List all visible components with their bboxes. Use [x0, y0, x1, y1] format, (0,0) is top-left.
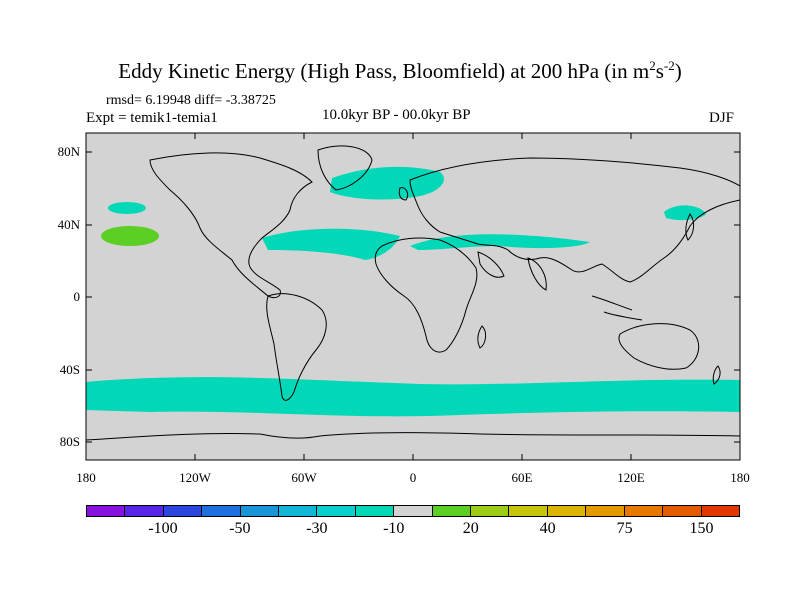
- colorbar-label: 75: [616, 520, 633, 537]
- colorbar-box: [394, 506, 433, 516]
- colorbar-box: [432, 506, 472, 516]
- colorbar-label: -100: [148, 520, 178, 537]
- colorbar-box: [163, 506, 203, 516]
- colorbar-box: [586, 506, 625, 516]
- colorbar-box: [471, 506, 510, 516]
- colorbar-label: -10: [383, 520, 405, 537]
- subtropical-atlantic-band: [262, 228, 400, 260]
- colorbar-box: [87, 506, 126, 516]
- lon-label-120e: 120E: [617, 470, 645, 485]
- colorbar-box: [663, 506, 702, 516]
- colorbar-box: [202, 506, 241, 516]
- colorbar-box: [547, 506, 587, 516]
- colorbar-box: [701, 506, 739, 516]
- colorbar-box: [240, 506, 280, 516]
- colorbar-label: -50: [229, 520, 251, 537]
- colorbar-box: [125, 506, 164, 516]
- lon-label-60e: 60E: [511, 470, 533, 485]
- statistics-text: rmsd= 6.19948 diff= -3.38725: [106, 93, 276, 108]
- colorbar-box: [279, 506, 318, 516]
- map-ticks: [86, 133, 740, 460]
- lat-label-80n: 80N: [57, 144, 80, 159]
- period-label: 10.0kyr BP - 00.0kyr BP: [322, 107, 471, 123]
- colorbar-label: 40: [539, 520, 556, 537]
- experiment-label: Expt = temik1-temia1: [86, 110, 218, 126]
- season-label: DJF: [709, 110, 735, 126]
- colorbar-label: 20: [462, 520, 479, 537]
- north-atlantic-band: [330, 166, 444, 200]
- colorbar-box: [317, 506, 356, 516]
- colorbar-label: -30: [306, 520, 328, 537]
- lon-label-120w: 120W: [179, 470, 211, 485]
- lat-label-0: 0: [73, 289, 81, 304]
- lon-label-0: 0: [409, 470, 417, 485]
- lon-label-60w: 60W: [291, 470, 317, 485]
- colorbar-box: [355, 506, 395, 516]
- colorbar-label: 150: [689, 520, 714, 537]
- lat-label-40n: 40N: [57, 217, 80, 232]
- pacific-patch-north: [108, 202, 146, 214]
- pacific-patch-positive: [101, 226, 159, 246]
- colorbar-box: [509, 506, 548, 516]
- colorbar-box: [624, 506, 664, 516]
- plot-title: Eddy Kinetic Energy (High Pass, Bloomfie…: [118, 58, 682, 83]
- southern-ocean-band: [86, 377, 740, 417]
- coastlines: [86, 145, 740, 441]
- anomaly-regions: [86, 166, 740, 417]
- lon-label-180w: 180: [76, 470, 96, 485]
- lon-label-180e: 180: [730, 470, 750, 485]
- lat-label-80s: 80S: [59, 434, 80, 449]
- africa-asia-band: [410, 234, 590, 250]
- japan-patch: [664, 205, 706, 221]
- colorbar: [86, 505, 740, 517]
- lat-label-40s: 40S: [59, 362, 80, 377]
